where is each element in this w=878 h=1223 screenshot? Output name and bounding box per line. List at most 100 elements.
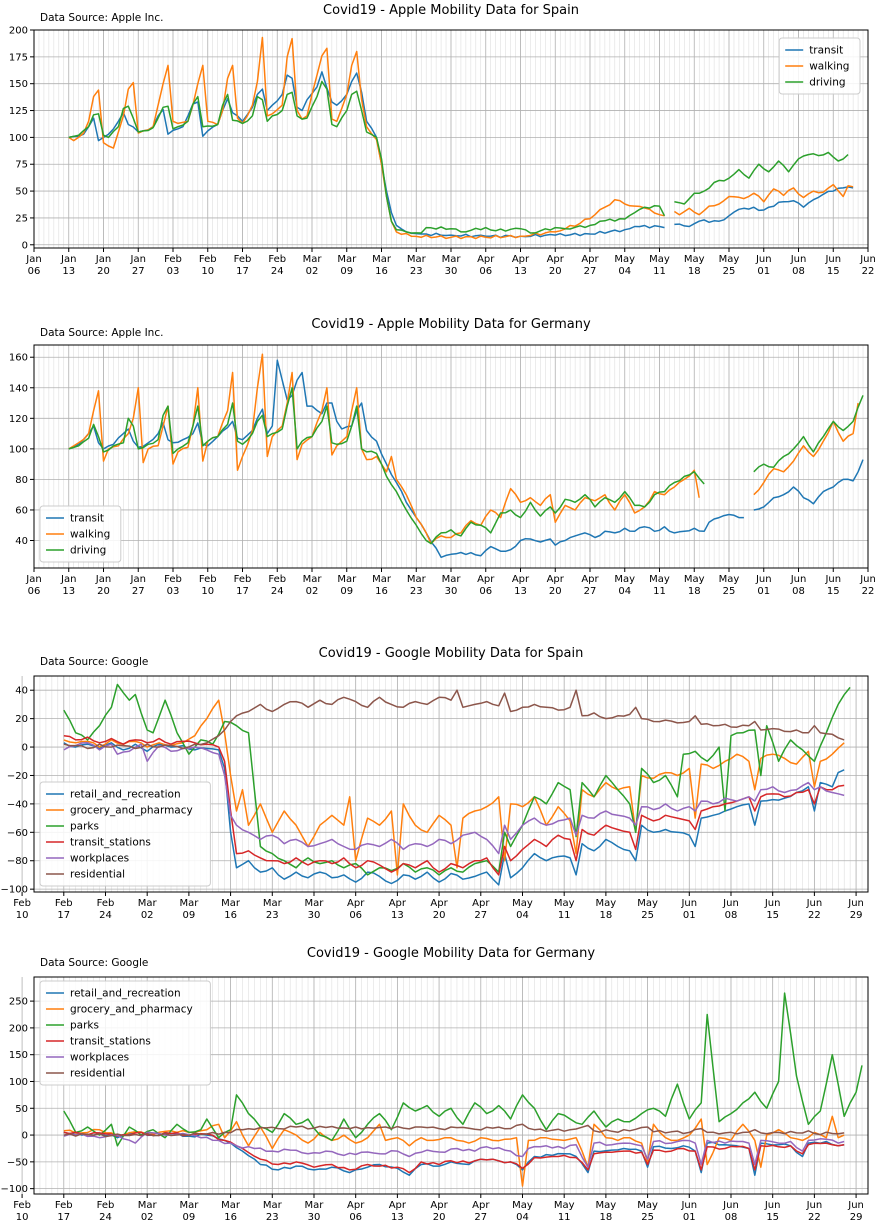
x-tick-label: 04 xyxy=(618,586,631,597)
x-tick-label: Feb xyxy=(55,1200,73,1211)
x-tick-label: 02 xyxy=(306,586,319,597)
x-tick-label: Apr xyxy=(581,574,599,585)
x-tick-label: 17 xyxy=(236,586,249,597)
series-line-retail-and-recreation xyxy=(63,742,845,886)
legend-label: transit xyxy=(70,513,104,525)
x-tick-label: Jun xyxy=(722,1200,739,1211)
x-tick-label: Jan xyxy=(95,574,111,585)
series-line-driving xyxy=(68,387,864,545)
y-tick-label: 20 xyxy=(15,714,28,725)
x-tick-label: Mar xyxy=(372,254,392,265)
x-tick-label: 10 xyxy=(16,1212,29,1223)
x-tick-label: Mar xyxy=(138,1200,158,1211)
x-tick-label: 15 xyxy=(766,910,779,921)
x-tick-label: May xyxy=(649,574,670,585)
x-tick-label: Feb xyxy=(55,898,73,909)
x-tick-label: 11 xyxy=(558,1212,571,1223)
y-tick-label: 140 xyxy=(9,383,28,394)
x-tick-label: 27 xyxy=(132,266,145,277)
legend-label: residential xyxy=(70,869,125,881)
legend: transit walking driving xyxy=(39,505,122,563)
legend: transit walking driving xyxy=(778,37,861,95)
x-tick-label: May xyxy=(614,574,635,585)
legend-label: grocery_and_pharmacy xyxy=(70,1004,193,1016)
x-tick-label: May xyxy=(719,254,740,265)
x-tick-label: 09 xyxy=(340,586,353,597)
y-tick-label: 200 xyxy=(9,26,28,37)
series-line-residential xyxy=(63,689,845,750)
x-tick-label: 13 xyxy=(62,266,75,277)
x-tick-label: May xyxy=(684,574,705,585)
series-line-residential xyxy=(63,1123,845,1138)
x-tick-label: 03 xyxy=(167,586,180,597)
x-tick-label: 27 xyxy=(474,910,487,921)
legend-label: transit xyxy=(809,45,843,57)
x-tick-label: 27 xyxy=(584,586,597,597)
x-tick-label: 25 xyxy=(723,266,736,277)
series-group xyxy=(63,683,851,886)
x-tick-label: 13 xyxy=(391,1212,404,1223)
x-tick-label: 22 xyxy=(808,910,821,921)
x-tick-label: 20 xyxy=(433,910,446,921)
x-tick-label: May xyxy=(684,254,705,265)
x-tick-label: 25 xyxy=(641,910,654,921)
x-tick-label: Feb xyxy=(164,574,182,585)
x-tick-label: 11 xyxy=(653,586,666,597)
x-tick-label: May xyxy=(649,254,670,265)
x-tick-label: May xyxy=(554,1200,575,1211)
y-tick-label: 200 xyxy=(9,1023,28,1034)
x-tick-label: 17 xyxy=(236,266,249,277)
x-tick-label: Apr xyxy=(389,1200,407,1211)
x-tick-label: 06 xyxy=(479,586,492,597)
x-tick-label: May xyxy=(512,1200,533,1211)
y-tick-label: 0 xyxy=(22,743,28,754)
y-tick-label: −80 xyxy=(7,856,28,867)
x-tick-label: 02 xyxy=(141,910,154,921)
x-tick-label: Apr xyxy=(347,1200,365,1211)
x-tick-label: Mar xyxy=(305,898,325,909)
chart-title: Covid19 - Apple Mobility Data for Spain xyxy=(323,3,579,18)
series-group xyxy=(68,36,854,240)
x-tick-label: 16 xyxy=(224,1212,237,1223)
y-tick-label: 0 xyxy=(22,1131,28,1142)
x-tick-label: May xyxy=(637,1200,658,1211)
x-tick-label: May xyxy=(719,574,740,585)
x-tick-label: Jan xyxy=(130,254,146,265)
x-tick-label: Jun xyxy=(722,898,739,909)
series-line-grocery-and-pharmacy xyxy=(63,699,845,876)
x-tick-label: Apr xyxy=(347,898,365,909)
x-tick-label: 22 xyxy=(862,586,875,597)
x-tick-label: 24 xyxy=(99,1212,112,1223)
series-line-walking xyxy=(68,353,859,545)
x-tick-label: Feb xyxy=(234,254,252,265)
series-line-workplaces xyxy=(63,742,845,855)
x-tick-label: 11 xyxy=(558,910,571,921)
x-tick-label: 23 xyxy=(410,586,423,597)
x-tick-label: Feb xyxy=(268,574,286,585)
x-tick-label: May xyxy=(637,898,658,909)
y-tick-label: −40 xyxy=(7,799,28,810)
x-tick-label: Apr xyxy=(581,254,599,265)
x-tick-label: 13 xyxy=(62,586,75,597)
legend: retail_and_recreation grocery_and_pharmac… xyxy=(39,781,211,887)
grid xyxy=(33,345,869,568)
x-tick-label: 27 xyxy=(474,1212,487,1223)
x-tick-label: Jun xyxy=(859,254,876,265)
legend-box xyxy=(39,781,211,887)
series-line-transit-stations xyxy=(63,1131,845,1174)
x-tick-label: Mar xyxy=(337,254,357,265)
y-tick-label: 40 xyxy=(15,686,28,697)
legend-label: transit_stations xyxy=(70,837,151,849)
y-tick-label: 25 xyxy=(15,213,28,224)
x-tick-label: 03 xyxy=(167,266,180,277)
series-line-transit xyxy=(68,359,864,559)
x-tick-label: 18 xyxy=(600,910,613,921)
chart-panel-apple-germany: Covid19 - Apple Mobility Data for German… xyxy=(9,317,876,597)
x-tick-label: 20 xyxy=(549,586,562,597)
x-tick-label: Jun xyxy=(680,898,697,909)
x-tick-label: 10 xyxy=(201,586,214,597)
x-tick-label: Mar xyxy=(221,1200,241,1211)
x-tick-label: 04 xyxy=(516,910,529,921)
x-tick-label: Mar xyxy=(303,574,323,585)
x-tick-label: 09 xyxy=(183,910,196,921)
